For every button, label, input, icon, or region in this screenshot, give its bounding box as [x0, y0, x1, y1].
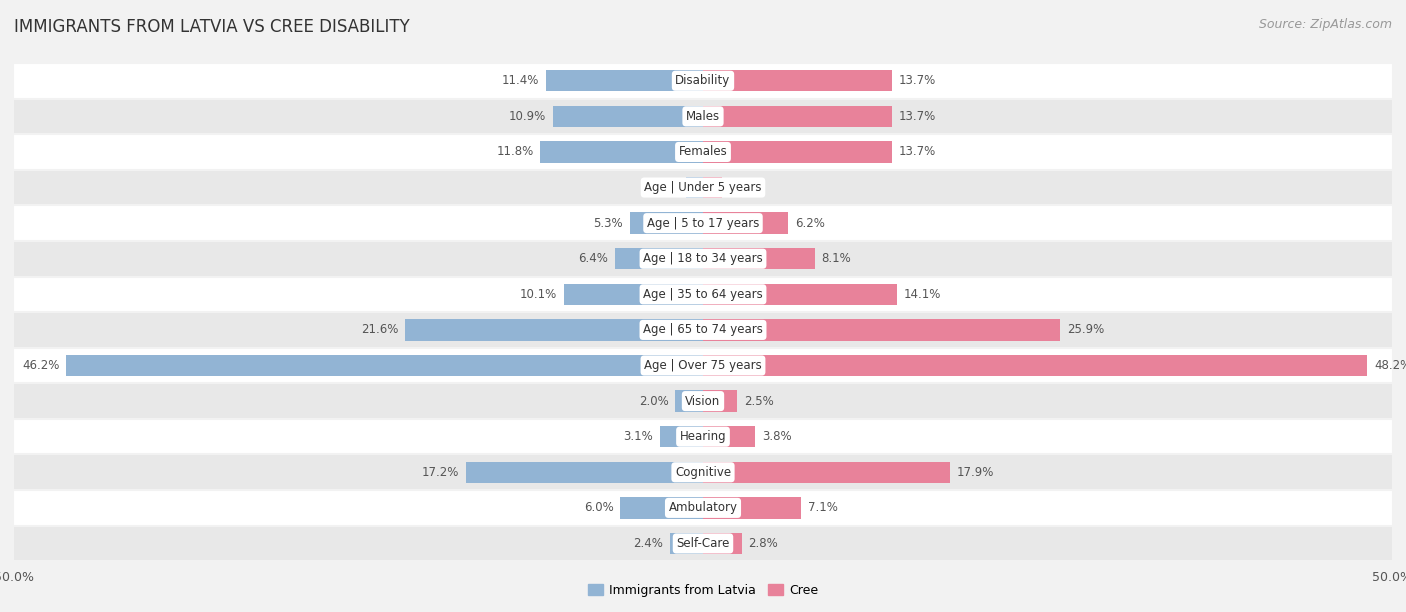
FancyBboxPatch shape — [14, 63, 1392, 99]
Text: 8.1%: 8.1% — [821, 252, 851, 265]
Bar — [703, 319, 1060, 341]
Bar — [675, 390, 703, 412]
Bar — [703, 355, 1367, 376]
Text: 11.4%: 11.4% — [502, 74, 538, 88]
Text: 2.4%: 2.4% — [633, 537, 664, 550]
Bar — [66, 355, 703, 376]
Bar — [703, 106, 891, 127]
Text: Ambulatory: Ambulatory — [668, 501, 738, 514]
Text: 17.9%: 17.9% — [956, 466, 994, 479]
Text: 6.2%: 6.2% — [796, 217, 825, 230]
Text: 6.4%: 6.4% — [578, 252, 607, 265]
FancyBboxPatch shape — [14, 134, 1392, 170]
FancyBboxPatch shape — [14, 455, 1392, 490]
FancyBboxPatch shape — [14, 312, 1392, 348]
Legend: Immigrants from Latvia, Cree: Immigrants from Latvia, Cree — [582, 579, 824, 602]
Text: 25.9%: 25.9% — [1067, 323, 1104, 337]
Bar — [703, 461, 949, 483]
Bar — [703, 70, 891, 91]
FancyBboxPatch shape — [14, 383, 1392, 419]
Text: 3.8%: 3.8% — [762, 430, 792, 443]
Bar — [703, 497, 801, 518]
Bar — [703, 390, 738, 412]
Bar — [465, 461, 703, 483]
Text: 2.8%: 2.8% — [748, 537, 778, 550]
Bar — [703, 177, 723, 198]
Text: 10.9%: 10.9% — [509, 110, 546, 123]
Text: Males: Males — [686, 110, 720, 123]
Bar — [703, 212, 789, 234]
Text: Age | Over 75 years: Age | Over 75 years — [644, 359, 762, 372]
Text: 2.5%: 2.5% — [744, 395, 775, 408]
Text: Age | 18 to 34 years: Age | 18 to 34 years — [643, 252, 763, 265]
Text: 13.7%: 13.7% — [898, 146, 936, 159]
Bar — [546, 70, 703, 91]
Text: Age | 65 to 74 years: Age | 65 to 74 years — [643, 323, 763, 337]
FancyBboxPatch shape — [14, 277, 1392, 312]
Text: Females: Females — [679, 146, 727, 159]
Text: Age | 35 to 64 years: Age | 35 to 64 years — [643, 288, 763, 301]
Text: IMMIGRANTS FROM LATVIA VS CREE DISABILITY: IMMIGRANTS FROM LATVIA VS CREE DISABILIT… — [14, 18, 409, 36]
FancyBboxPatch shape — [14, 206, 1392, 241]
Text: Cognitive: Cognitive — [675, 466, 731, 479]
Text: 2.0%: 2.0% — [638, 395, 669, 408]
FancyBboxPatch shape — [14, 99, 1392, 134]
Text: 14.1%: 14.1% — [904, 288, 942, 301]
Bar — [630, 212, 703, 234]
Bar — [703, 426, 755, 447]
Text: Age | Under 5 years: Age | Under 5 years — [644, 181, 762, 194]
FancyBboxPatch shape — [14, 419, 1392, 455]
Text: Disability: Disability — [675, 74, 731, 88]
Bar — [703, 141, 891, 163]
Bar — [540, 141, 703, 163]
FancyBboxPatch shape — [14, 490, 1392, 526]
Text: 1.2%: 1.2% — [650, 181, 679, 194]
Text: 17.2%: 17.2% — [422, 466, 460, 479]
Text: Hearing: Hearing — [679, 430, 727, 443]
Text: 46.2%: 46.2% — [22, 359, 59, 372]
FancyBboxPatch shape — [14, 526, 1392, 561]
Bar — [703, 283, 897, 305]
Bar — [703, 248, 814, 269]
Bar — [620, 497, 703, 518]
Bar — [661, 426, 703, 447]
Text: 13.7%: 13.7% — [898, 110, 936, 123]
Bar — [553, 106, 703, 127]
Text: 1.4%: 1.4% — [730, 181, 759, 194]
FancyBboxPatch shape — [14, 348, 1392, 383]
Bar — [703, 533, 741, 554]
Text: 6.0%: 6.0% — [583, 501, 613, 514]
Text: 48.2%: 48.2% — [1374, 359, 1406, 372]
Text: Self-Care: Self-Care — [676, 537, 730, 550]
Text: 21.6%: 21.6% — [361, 323, 398, 337]
FancyBboxPatch shape — [14, 241, 1392, 277]
Text: Age | 5 to 17 years: Age | 5 to 17 years — [647, 217, 759, 230]
Text: Source: ZipAtlas.com: Source: ZipAtlas.com — [1258, 18, 1392, 31]
Text: 5.3%: 5.3% — [593, 217, 623, 230]
Bar — [564, 283, 703, 305]
Bar — [686, 177, 703, 198]
Bar — [614, 248, 703, 269]
Bar — [405, 319, 703, 341]
Text: Vision: Vision — [685, 395, 721, 408]
Text: 3.1%: 3.1% — [624, 430, 654, 443]
Text: 13.7%: 13.7% — [898, 74, 936, 88]
Bar — [669, 533, 703, 554]
Text: 7.1%: 7.1% — [807, 501, 838, 514]
FancyBboxPatch shape — [14, 170, 1392, 206]
Text: 10.1%: 10.1% — [520, 288, 557, 301]
Text: 11.8%: 11.8% — [496, 146, 533, 159]
